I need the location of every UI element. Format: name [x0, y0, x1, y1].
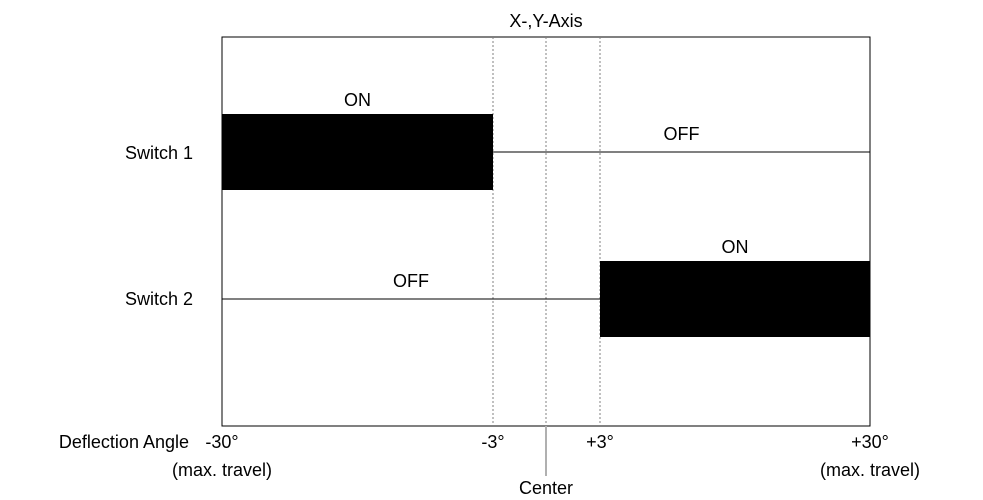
switch-1-off-label: OFF — [664, 124, 700, 144]
diagram-frame — [221, 36, 871, 427]
tick-label-3: +30° — [851, 432, 889, 452]
tick-label-0: -30° — [205, 432, 238, 452]
switch-1-label: Switch 1 — [125, 143, 193, 163]
guide-lines — [492, 37, 601, 426]
center-label: Center — [519, 478, 573, 498]
switch-2-on-block — [600, 261, 870, 337]
switch-2-label: Switch 2 — [125, 289, 193, 309]
switch-2-off-label: OFF — [393, 271, 429, 291]
switch-2-signal: OFF ON — [222, 237, 870, 337]
switch-1-on-block — [222, 114, 493, 190]
axis-label: Deflection Angle — [59, 432, 189, 452]
tick-sublabel-3: (max. travel) — [820, 460, 920, 480]
tick-label-1: -3° — [481, 432, 504, 452]
switch-1-signal: ON OFF — [222, 90, 870, 190]
switch-1-on-label: ON — [344, 90, 371, 110]
tick-label-2: +3° — [586, 432, 614, 452]
switch-2-on-label: ON — [722, 237, 749, 257]
tick-sublabel-0: (max. travel) — [172, 460, 272, 480]
diagram-title: X-,Y-Axis — [509, 11, 582, 31]
axis-tick-labels: -30° (max. travel) -3° +3° +30° (max. travel) — [172, 432, 920, 480]
